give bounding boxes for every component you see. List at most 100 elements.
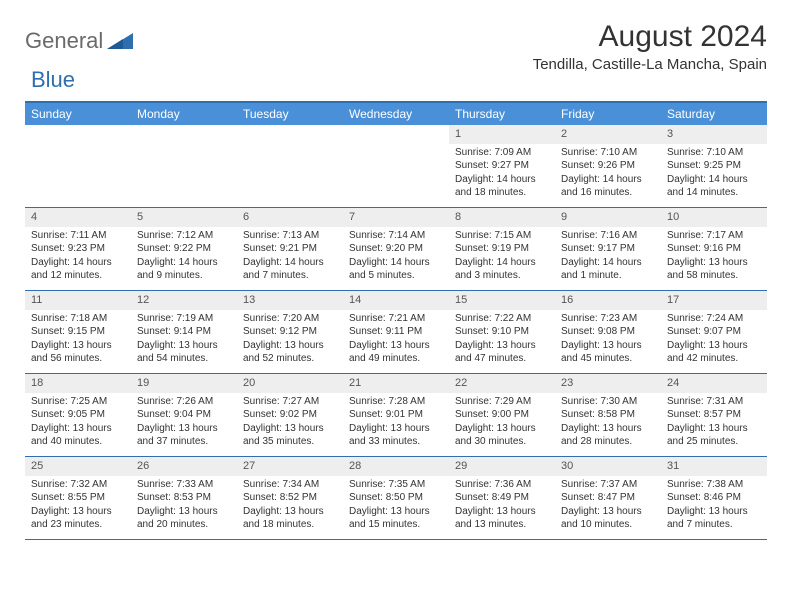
day-cell [343, 125, 449, 207]
day-details: Sunrise: 7:31 AMSunset: 8:57 PMDaylight:… [661, 393, 767, 453]
daylight-text: Daylight: 13 hours and 7 minutes. [667, 505, 761, 532]
sunrise-text: Sunrise: 7:24 AM [667, 312, 761, 326]
sunset-text: Sunset: 9:23 PM [31, 242, 125, 256]
daylight-text: Daylight: 13 hours and 33 minutes. [349, 422, 443, 449]
day-number: 8 [449, 208, 555, 227]
sunset-text: Sunset: 9:21 PM [243, 242, 337, 256]
day-details: Sunrise: 7:37 AMSunset: 8:47 PMDaylight:… [555, 476, 661, 536]
day-cell: 22Sunrise: 7:29 AMSunset: 9:00 PMDayligh… [449, 374, 555, 456]
daylight-text: Daylight: 13 hours and 23 minutes. [31, 505, 125, 532]
day-header-monday: Monday [131, 103, 237, 125]
daylight-text: Daylight: 14 hours and 12 minutes. [31, 256, 125, 283]
sunrise-text: Sunrise: 7:17 AM [667, 229, 761, 243]
daylight-text: Daylight: 13 hours and 20 minutes. [137, 505, 231, 532]
day-header-tuesday: Tuesday [237, 103, 343, 125]
daylight-text: Daylight: 14 hours and 14 minutes. [667, 173, 761, 200]
day-details: Sunrise: 7:19 AMSunset: 9:14 PMDaylight:… [131, 310, 237, 370]
sunrise-text: Sunrise: 7:36 AM [455, 478, 549, 492]
daylight-text: Daylight: 14 hours and 18 minutes. [455, 173, 549, 200]
sunrise-text: Sunrise: 7:38 AM [667, 478, 761, 492]
day-details: Sunrise: 7:11 AMSunset: 9:23 PMDaylight:… [25, 227, 131, 287]
sunrise-text: Sunrise: 7:30 AM [561, 395, 655, 409]
day-number: 16 [555, 291, 661, 310]
logo-word-general: General [25, 28, 103, 54]
sunset-text: Sunset: 9:27 PM [455, 159, 549, 173]
daylight-text: Daylight: 13 hours and 58 minutes. [667, 256, 761, 283]
sunrise-text: Sunrise: 7:22 AM [455, 312, 549, 326]
daylight-text: Daylight: 13 hours and 40 minutes. [31, 422, 125, 449]
sunset-text: Sunset: 8:55 PM [31, 491, 125, 505]
day-details: Sunrise: 7:28 AMSunset: 9:01 PMDaylight:… [343, 393, 449, 453]
sunrise-text: Sunrise: 7:20 AM [243, 312, 337, 326]
sunset-text: Sunset: 9:15 PM [31, 325, 125, 339]
week-row: 25Sunrise: 7:32 AMSunset: 8:55 PMDayligh… [25, 457, 767, 540]
calendar: Sunday Monday Tuesday Wednesday Thursday… [25, 101, 767, 540]
day-number: 19 [131, 374, 237, 393]
sunrise-text: Sunrise: 7:19 AM [137, 312, 231, 326]
sunrise-text: Sunrise: 7:27 AM [243, 395, 337, 409]
day-details: Sunrise: 7:29 AMSunset: 9:00 PMDaylight:… [449, 393, 555, 453]
day-cell: 1Sunrise: 7:09 AMSunset: 9:27 PMDaylight… [449, 125, 555, 207]
sunrise-text: Sunrise: 7:35 AM [349, 478, 443, 492]
sunrise-text: Sunrise: 7:13 AM [243, 229, 337, 243]
day-details: Sunrise: 7:22 AMSunset: 9:10 PMDaylight:… [449, 310, 555, 370]
day-cell: 23Sunrise: 7:30 AMSunset: 8:58 PMDayligh… [555, 374, 661, 456]
day-cell: 6Sunrise: 7:13 AMSunset: 9:21 PMDaylight… [237, 208, 343, 290]
sunset-text: Sunset: 9:12 PM [243, 325, 337, 339]
day-cell: 27Sunrise: 7:34 AMSunset: 8:52 PMDayligh… [237, 457, 343, 539]
sunrise-text: Sunrise: 7:28 AM [349, 395, 443, 409]
day-cell: 10Sunrise: 7:17 AMSunset: 9:16 PMDayligh… [661, 208, 767, 290]
day-cell: 3Sunrise: 7:10 AMSunset: 9:25 PMDaylight… [661, 125, 767, 207]
day-headers-row: Sunday Monday Tuesday Wednesday Thursday… [25, 103, 767, 125]
day-cell: 7Sunrise: 7:14 AMSunset: 9:20 PMDaylight… [343, 208, 449, 290]
day-number: 30 [555, 457, 661, 476]
day-cell: 21Sunrise: 7:28 AMSunset: 9:01 PMDayligh… [343, 374, 449, 456]
day-cell [237, 125, 343, 207]
sunrise-text: Sunrise: 7:25 AM [31, 395, 125, 409]
daylight-text: Daylight: 13 hours and 37 minutes. [137, 422, 231, 449]
daylight-text: Daylight: 14 hours and 3 minutes. [455, 256, 549, 283]
sunrise-text: Sunrise: 7:34 AM [243, 478, 337, 492]
logo-word-blue: Blue [31, 67, 75, 93]
day-details: Sunrise: 7:33 AMSunset: 8:53 PMDaylight:… [131, 476, 237, 536]
daylight-text: Daylight: 13 hours and 15 minutes. [349, 505, 443, 532]
daylight-text: Daylight: 13 hours and 28 minutes. [561, 422, 655, 449]
day-cell: 26Sunrise: 7:33 AMSunset: 8:53 PMDayligh… [131, 457, 237, 539]
day-details: Sunrise: 7:35 AMSunset: 8:50 PMDaylight:… [343, 476, 449, 536]
day-details: Sunrise: 7:26 AMSunset: 9:04 PMDaylight:… [131, 393, 237, 453]
daylight-text: Daylight: 14 hours and 1 minute. [561, 256, 655, 283]
sunrise-text: Sunrise: 7:10 AM [667, 146, 761, 160]
sunrise-text: Sunrise: 7:23 AM [561, 312, 655, 326]
sunrise-text: Sunrise: 7:37 AM [561, 478, 655, 492]
day-details: Sunrise: 7:17 AMSunset: 9:16 PMDaylight:… [661, 227, 767, 287]
sunrise-text: Sunrise: 7:31 AM [667, 395, 761, 409]
day-number: 20 [237, 374, 343, 393]
week-row: 4Sunrise: 7:11 AMSunset: 9:23 PMDaylight… [25, 208, 767, 291]
sunset-text: Sunset: 9:14 PM [137, 325, 231, 339]
day-details: Sunrise: 7:23 AMSunset: 9:08 PMDaylight:… [555, 310, 661, 370]
day-number: 9 [555, 208, 661, 227]
daylight-text: Daylight: 13 hours and 10 minutes. [561, 505, 655, 532]
day-details: Sunrise: 7:16 AMSunset: 9:17 PMDaylight:… [555, 227, 661, 287]
day-details: Sunrise: 7:09 AMSunset: 9:27 PMDaylight:… [449, 144, 555, 204]
week-row: 1Sunrise: 7:09 AMSunset: 9:27 PMDaylight… [25, 125, 767, 208]
sunset-text: Sunset: 9:04 PM [137, 408, 231, 422]
sunrise-text: Sunrise: 7:33 AM [137, 478, 231, 492]
day-header-saturday: Saturday [661, 103, 767, 125]
day-cell: 13Sunrise: 7:20 AMSunset: 9:12 PMDayligh… [237, 291, 343, 373]
day-number: 18 [25, 374, 131, 393]
day-number: 17 [661, 291, 767, 310]
sunrise-text: Sunrise: 7:32 AM [31, 478, 125, 492]
daylight-text: Daylight: 13 hours and 30 minutes. [455, 422, 549, 449]
day-cell: 8Sunrise: 7:15 AMSunset: 9:19 PMDaylight… [449, 208, 555, 290]
day-cell: 9Sunrise: 7:16 AMSunset: 9:17 PMDaylight… [555, 208, 661, 290]
page-title: August 2024 [533, 20, 767, 54]
day-details: Sunrise: 7:13 AMSunset: 9:21 PMDaylight:… [237, 227, 343, 287]
day-header-friday: Friday [555, 103, 661, 125]
sunset-text: Sunset: 8:53 PM [137, 491, 231, 505]
sunset-text: Sunset: 9:17 PM [561, 242, 655, 256]
day-cell: 17Sunrise: 7:24 AMSunset: 9:07 PMDayligh… [661, 291, 767, 373]
day-details: Sunrise: 7:30 AMSunset: 8:58 PMDaylight:… [555, 393, 661, 453]
day-number: 10 [661, 208, 767, 227]
day-number: 7 [343, 208, 449, 227]
